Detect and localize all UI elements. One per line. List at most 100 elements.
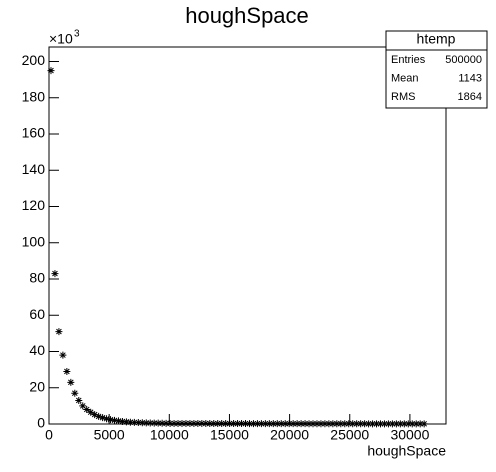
histogram-marker <box>178 419 186 427</box>
histogram-marker <box>59 351 67 359</box>
histogram-marker <box>87 408 95 416</box>
y-tick-label: 40 <box>29 342 45 358</box>
x-tick-label: 10000 <box>150 427 189 443</box>
histogram-marker <box>55 328 63 336</box>
histogram-marker <box>214 420 222 428</box>
histogram-marker <box>186 419 194 427</box>
histogram-marker <box>134 419 142 427</box>
histogram-marker <box>118 417 126 425</box>
histogram-marker <box>122 418 130 426</box>
histogram-marker <box>305 420 313 428</box>
histogram-marker <box>369 420 377 428</box>
histogram-marker <box>341 420 349 428</box>
histogram-marker <box>349 420 357 428</box>
histogram-marker <box>202 419 210 427</box>
histogram-marker <box>91 411 99 419</box>
y-tick-label: 60 <box>29 306 45 322</box>
y-tick-label: 20 <box>29 378 45 394</box>
stats-value: 500000 <box>445 54 482 66</box>
histogram-marker <box>47 67 55 75</box>
histogram-marker <box>261 420 269 428</box>
histogram-marker <box>400 420 408 428</box>
histogram-marker <box>329 420 337 428</box>
histogram-marker <box>353 420 361 428</box>
histogram-marker <box>218 420 226 428</box>
histogram-marker <box>170 419 178 427</box>
histogram-marker <box>146 419 154 427</box>
histogram-marker <box>95 412 103 420</box>
histogram-marker <box>277 420 285 428</box>
histogram-marker <box>345 420 353 428</box>
y-tick-label: 140 <box>22 161 46 177</box>
x-tick-label: 20000 <box>270 427 309 443</box>
histogram-marker <box>293 420 301 428</box>
histogram-marker <box>285 420 293 428</box>
histogram-marker <box>245 420 253 428</box>
histogram-marker <box>392 420 400 428</box>
histogram-marker <box>114 417 122 425</box>
histogram-marker <box>321 420 329 428</box>
histogram-marker <box>103 415 111 423</box>
histogram-marker <box>162 419 170 427</box>
histogram-marker <box>420 420 428 428</box>
histogram-marker <box>194 419 202 427</box>
y-tick-label: 0 <box>37 415 45 431</box>
y-multiplier: ×10 <box>49 31 73 47</box>
histogram-marker <box>150 419 158 427</box>
stats-label: Mean <box>391 72 419 84</box>
histogram-marker <box>190 419 198 427</box>
histogram-marker <box>333 420 341 428</box>
chart-title: houghSpace <box>185 3 309 28</box>
histogram-marker <box>317 420 325 428</box>
stats-label: RMS <box>391 91 415 103</box>
histogram-marker <box>313 420 321 428</box>
x-axis-label: houghSpace <box>367 443 446 459</box>
histogram-marker <box>365 420 373 428</box>
y-tick-label: 120 <box>22 197 46 213</box>
y-tick-label: 200 <box>22 52 46 68</box>
histogram-marker <box>130 418 138 426</box>
histogram-marker <box>67 378 75 386</box>
stats-box <box>385 30 488 109</box>
histogram-marker <box>376 420 384 428</box>
histogram-marker <box>412 420 420 428</box>
histogram-marker <box>396 420 404 428</box>
histogram-marker <box>249 420 257 428</box>
histogram-marker <box>71 389 79 397</box>
stats-value: 1143 <box>458 72 482 84</box>
histogram-marker <box>75 396 83 404</box>
histogram-marker <box>154 419 162 427</box>
histogram-marker <box>206 420 214 428</box>
histogram-marker <box>158 419 166 427</box>
histogram-marker <box>297 420 305 428</box>
histogram-marker <box>174 419 182 427</box>
histogram-marker <box>388 420 396 428</box>
histogram-marker <box>380 420 388 428</box>
histogram-marker <box>222 420 230 428</box>
y-tick-label: 80 <box>29 270 45 286</box>
stats-title: htemp <box>417 31 456 47</box>
histogram-marker <box>265 420 273 428</box>
histogram-marker <box>253 420 261 428</box>
histogram-marker <box>301 420 309 428</box>
histogram-marker <box>408 420 416 428</box>
histogram-marker <box>230 420 238 428</box>
x-tick-label: 30000 <box>390 427 429 443</box>
x-tick-label: 25000 <box>330 427 369 443</box>
histogram-marker <box>182 419 190 427</box>
histogram-marker <box>83 406 91 413</box>
histogram-marker <box>63 367 71 375</box>
histogram-marker <box>210 420 218 428</box>
stats-value: 1864 <box>458 91 482 103</box>
histogram-marker <box>51 270 59 278</box>
histogram-marker <box>384 420 392 428</box>
y-tick-label: 160 <box>22 125 46 141</box>
histogram-marker <box>416 420 424 428</box>
histogram-marker <box>309 420 317 428</box>
histogram-marker <box>325 420 333 428</box>
histogram-marker <box>234 420 242 428</box>
histogram-marker <box>226 420 234 428</box>
histogram-marker <box>337 420 345 428</box>
